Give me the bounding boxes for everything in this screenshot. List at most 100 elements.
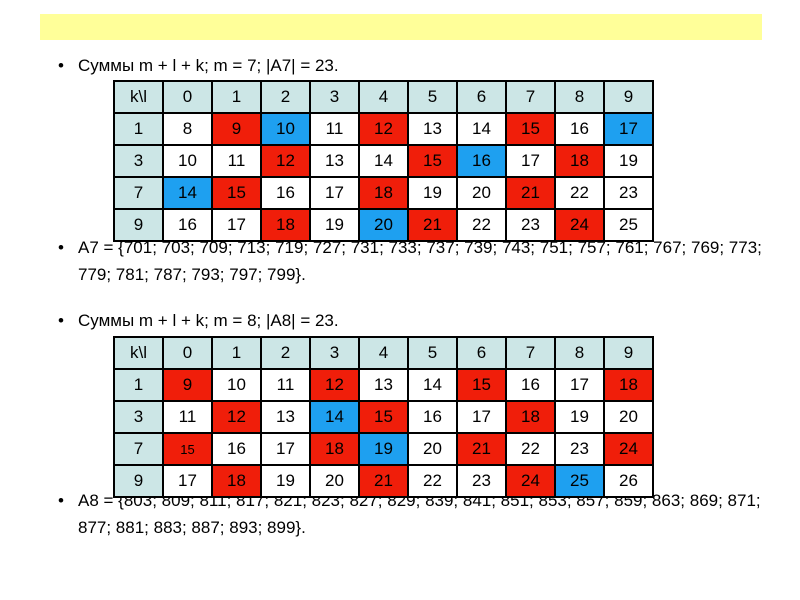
table-cell: 14 [358,144,409,178]
table-cell: 22 [505,432,556,466]
table-cell: 14 [162,176,213,210]
table-cell: 18 [260,208,311,242]
table-cell: 11 [309,112,360,146]
sum8-heading: • Суммы m + l + k; m = 8; |A8| = 23. [58,310,339,332]
header-cell: 6 [456,80,507,114]
table-cell: 12 [211,400,262,434]
table-cell: 17 [554,368,605,402]
bullet-icon: • [58,491,64,510]
header-cell: 7 [505,80,556,114]
table-cell: 14 [456,112,507,146]
sums-table-m8: k\l 0 1 2 3 4 5 6 7 8 9 1 9 10 11 12 13 14 15 16 17 18 3 11 12 13… [113,336,654,498]
header-cell: 5 [407,336,458,370]
header-cell: 1 [113,112,164,146]
table-cell: 14 [407,368,458,402]
header-cell: 3 [113,144,164,178]
table-row: 9 16 17 18 19 20 21 22 23 24 25 [113,208,654,242]
table-cell: 21 [407,208,458,242]
table-cell: 20 [456,176,507,210]
table-cell: 23 [505,208,556,242]
table-cell: 16 [505,368,556,402]
set7-text: A7 = {701; 703; 709; 713; 719; 727; 731;… [78,238,762,284]
table-cell: 23 [554,432,605,466]
header-cell: 0 [162,80,213,114]
table-cell: 17 [456,400,507,434]
table-cell: 12 [260,144,311,178]
table-row: 1 8 9 10 11 12 13 14 15 16 17 [113,112,654,146]
table-cell: 10 [211,368,262,402]
table-cell: 13 [309,144,360,178]
header-cell: 8 [554,336,605,370]
table-cell: 20 [407,432,458,466]
table-cell: 18 [505,400,556,434]
table-cell: 14 [309,400,360,434]
table-cell: 16 [407,400,458,434]
header-cell: 7 [113,432,164,466]
table-cell: 17 [505,144,556,178]
table-cell: 8 [162,112,213,146]
header-cell: 7 [113,176,164,210]
table-cell: 10 [162,144,213,178]
table-cell: 17 [603,112,654,146]
table-cell: 11 [162,400,213,434]
sum8-heading-text: Суммы m + l + k; m = 8; |A8| = 23. [78,311,339,330]
header-cell: 7 [505,336,556,370]
header-cell: 2 [260,80,311,114]
table-cell: 17 [309,176,360,210]
bullet-icon: • [58,238,64,257]
table-cell: 23 [456,464,507,498]
sums-table-m7: k\l 0 1 2 3 4 5 6 7 8 9 1 8 9 10 11 12 13 14 15 16 17 3 10 11 12 1… [113,80,654,242]
table-cell: 15 [456,368,507,402]
sum7-heading-text: Суммы m + l + k; m = 7; |A7| = 23. [78,56,339,75]
table-cell: 18 [554,144,605,178]
sum7-heading: • Суммы m + l + k; m = 7; |A7| = 23. [58,55,339,77]
table-cell: 21 [358,464,409,498]
table-cell: 20 [603,400,654,434]
table-cell: 19 [407,176,458,210]
table-cell: 17 [162,464,213,498]
table-cell: 20 [358,208,409,242]
table-cell: 23 [603,176,654,210]
header-cell: 8 [554,80,605,114]
table-row: 3 11 12 13 14 15 16 17 18 19 20 [113,400,654,434]
header-cell: 5 [407,80,458,114]
header-cell: 6 [456,336,507,370]
table-cell: 19 [260,464,311,498]
table-cell: 9 [211,112,262,146]
table-cell: 10 [260,112,311,146]
header-cell: 1 [211,80,262,114]
header-cell: 2 [260,336,311,370]
header-cell: 0 [162,336,213,370]
header-row: k\l 0 1 2 3 4 5 6 7 8 9 [113,80,654,114]
table-cell: 24 [554,208,605,242]
header-cell: 1 [211,336,262,370]
table-cell: 17 [211,208,262,242]
title-bar [40,14,762,40]
table-cell: 11 [260,368,311,402]
table-cell: 25 [554,464,605,498]
table-cell: 18 [211,464,262,498]
table-cell: 16 [211,432,262,466]
table-cell: 24 [505,464,556,498]
table-cell: 12 [358,112,409,146]
table-cell: 18 [603,368,654,402]
table-row: 7 15 16 17 18 19 20 21 22 23 24 [113,432,654,466]
table-cell: 15 [211,176,262,210]
table-cell: 19 [603,144,654,178]
table-cell: 13 [260,400,311,434]
table-cell: 26 [603,464,654,498]
table-cell: 15 [505,112,556,146]
table-cell: 15 [162,432,213,466]
table-cell: 19 [309,208,360,242]
bullet-icon: • [58,56,64,75]
table-cell: 21 [456,432,507,466]
table-cell: 19 [554,400,605,434]
bullet-icon: • [58,311,64,330]
table-cell: 16 [162,208,213,242]
table-cell: 19 [358,432,409,466]
table-row: 7 14 15 16 17 18 19 20 21 22 23 [113,176,654,210]
table-row: 1 9 10 11 12 13 14 15 16 17 18 [113,368,654,402]
table-cell: 11 [211,144,262,178]
table-cell: 16 [260,176,311,210]
table-cell: 18 [309,432,360,466]
